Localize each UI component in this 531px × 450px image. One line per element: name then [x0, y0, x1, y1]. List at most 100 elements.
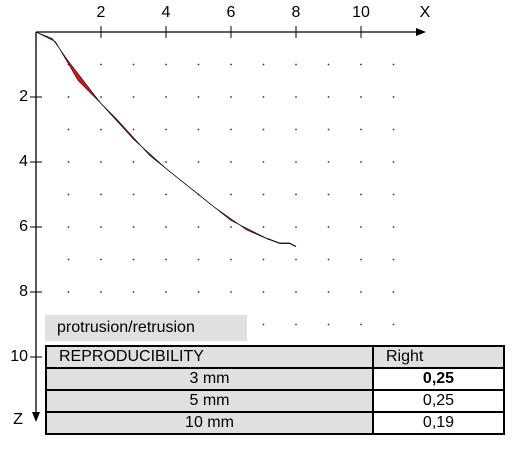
grid-dot: [132, 226, 135, 228]
grid-dot: [392, 96, 395, 98]
x-tick-label: 8: [292, 4, 301, 21]
table-cell: 10 mm: [45, 411, 374, 435]
grid-dot: [165, 258, 167, 261]
grid-dot: [327, 161, 330, 163]
trace-line: [266, 237, 297, 248]
x-tick-label: 10: [352, 4, 370, 21]
grid-dot: [327, 258, 330, 261]
table-cell: 3 mm: [45, 367, 374, 391]
grid-dot: [132, 161, 135, 163]
trace-line: [35, 31, 271, 241]
grid-dot: [327, 226, 330, 228]
grid-dot: [230, 161, 232, 163]
grid-dot: [327, 96, 330, 98]
grid-dot: [295, 128, 297, 131]
grid-dot: [230, 258, 232, 261]
grid-dot: [100, 226, 102, 228]
grid-dot: [100, 258, 102, 261]
trace-band: [36, 32, 270, 240]
table-caption: protrusion/retrusion: [45, 315, 247, 341]
grid-dot: [262, 323, 265, 326]
y-tick-label: 6: [19, 218, 28, 235]
grid-dot: [262, 226, 265, 228]
grid-dot: [327, 323, 330, 326]
grid-dot: [197, 96, 200, 98]
y-axis-label: Z: [13, 411, 23, 428]
table: REPRODUCIBILITY Right 3 mm 0,25 5 mm 0,25 10 m…: [45, 345, 505, 435]
grid-dot: [392, 128, 395, 131]
grid-dot: [262, 161, 265, 163]
grid-dot: [132, 258, 135, 261]
grid-dot: [230, 193, 232, 196]
y-tick-label: 2: [19, 88, 28, 105]
grid-dot: [230, 291, 232, 293]
grid-dot: [67, 226, 70, 228]
grid-dot: [295, 258, 297, 261]
grid-dot: [230, 96, 232, 98]
grid-dot: [132, 291, 135, 293]
grid-dot: [100, 96, 102, 98]
grid-dot: [100, 291, 102, 293]
grid-dot: [262, 258, 265, 261]
grid-dot: [295, 323, 297, 326]
grid-dot: [360, 128, 362, 131]
grid-dot: [295, 96, 297, 98]
grid-dot: [100, 63, 102, 66]
grid-dot: [295, 193, 297, 196]
grid-dot: [392, 161, 395, 163]
grid-dot: [360, 291, 362, 293]
x-tick-label: 2: [97, 4, 106, 21]
grid-dot: [262, 96, 265, 98]
header-cell: REPRODUCIBILITY: [45, 345, 374, 369]
grid-dot: [360, 63, 362, 66]
grid-dot: [230, 226, 232, 228]
grid-dot: [165, 96, 167, 98]
grid-dot: [360, 258, 362, 261]
grid-dot: [392, 226, 395, 228]
table-cell: 0,25: [372, 367, 505, 391]
grid-dot: [67, 193, 70, 196]
grid-dot: [67, 291, 70, 293]
grid-dot: [262, 63, 265, 66]
grid-dot: [392, 193, 395, 196]
y-tick-label: 4: [19, 153, 28, 170]
grid-dot: [132, 128, 135, 131]
grid-dot: [165, 128, 167, 131]
table-row: 3 mm 0,25: [45, 367, 505, 391]
grid-dot: [392, 323, 395, 326]
grid-dot: [165, 193, 167, 196]
grid-dot: [197, 63, 200, 66]
grid-dot: [262, 193, 265, 196]
grid-dot: [327, 128, 330, 131]
grid-dot: [132, 193, 135, 196]
x-axis-label: X: [420, 4, 431, 21]
grid-dot: [295, 226, 297, 228]
grid-dot: [360, 193, 362, 196]
grid-dot: [132, 63, 135, 66]
grid-dot: [327, 193, 330, 196]
grid-dot: [67, 128, 70, 131]
trace-line: [35, 31, 271, 241]
x-tick-label: 4: [162, 4, 171, 21]
grid-dot: [295, 291, 297, 293]
grid-dot: [67, 161, 70, 163]
table-header: REPRODUCIBILITY Right: [45, 345, 505, 369]
grid-dot: [392, 63, 395, 66]
grid-dot: [197, 128, 200, 131]
table-row: 10 mm 0,19: [45, 411, 505, 435]
x-axis-arrow: [416, 28, 426, 36]
header-cell: Right: [372, 345, 505, 369]
grid-dot: [67, 96, 70, 98]
table-cell: 0,25: [372, 389, 505, 413]
grid-dot: [230, 128, 232, 131]
grid-dot: [262, 128, 265, 131]
grid-dot: [197, 161, 200, 163]
y-tick-label: 10: [10, 348, 28, 365]
y-tick-label: 8: [19, 283, 28, 300]
grid-dot: [230, 63, 232, 66]
grid-dot: [327, 63, 330, 66]
grid-dot: [295, 63, 297, 66]
grid-dot: [360, 96, 362, 98]
